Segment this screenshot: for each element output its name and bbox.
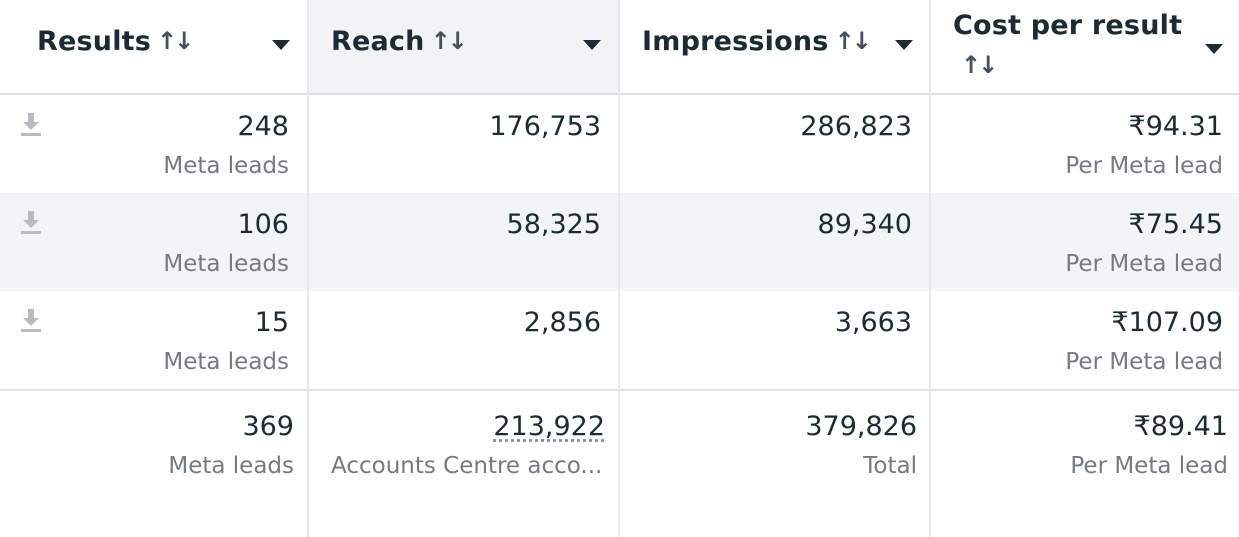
cost-subtext: Per Meta lead — [1065, 153, 1223, 179]
cost-subtext: Per Meta lead — [1065, 349, 1223, 375]
column-header-reach[interactable]: Reach ↑↓ — [308, 0, 619, 93]
results-subtext: Meta leads — [163, 251, 289, 277]
cost-value: ₹75.45 — [1128, 209, 1223, 240]
column-header-results[interactable]: Results ↑↓ — [0, 0, 308, 93]
download-icon[interactable] — [20, 209, 42, 235]
reach-value: 176,753 — [489, 111, 601, 142]
column-header-cost-per-result[interactable]: Cost per result ↑↓ — [930, 0, 1239, 93]
column-label: Results — [37, 26, 152, 57]
column-label: Reach — [331, 26, 425, 57]
table-row[interactable]: 15 Meta leads 2,856 3,663 ₹107.09 Per Me… — [0, 291, 1239, 389]
total-impressions-subtext: Total — [863, 453, 917, 479]
cost-value: ₹94.31 — [1128, 111, 1223, 142]
results-value: 248 — [237, 111, 289, 142]
sort-arrows-icon[interactable]: ↑↓ — [157, 27, 194, 55]
total-cost-subtext: Per Meta lead — [1070, 453, 1228, 479]
results-subtext: Meta leads — [163, 349, 289, 375]
sort-arrows-icon[interactable]: ↑↓ — [430, 27, 468, 55]
sort-arrows-icon[interactable]: ↑↓ — [961, 51, 998, 79]
cost-subtext: Per Meta lead — [1065, 251, 1223, 277]
download-icon[interactable] — [20, 307, 42, 333]
total-impressions-value: 379,826 — [805, 411, 917, 442]
sort-arrows-icon[interactable]: ↑↓ — [834, 27, 872, 55]
column-header-impressions[interactable]: Impressions ↑↓ — [619, 0, 930, 93]
reach-value: 58,325 — [506, 209, 601, 240]
total-results-subtext: Meta leads — [168, 453, 294, 479]
column-label: Cost per result — [953, 10, 1183, 41]
impressions-value: 3,663 — [834, 307, 912, 338]
impressions-value: 286,823 — [800, 111, 912, 142]
total-results-value: 369 — [242, 411, 294, 442]
column-divider — [618, 0, 620, 537]
column-label: Impressions — [642, 26, 829, 57]
total-reach-subtext: Accounts Centre acco... — [331, 453, 603, 479]
chevron-down-icon[interactable] — [1205, 44, 1223, 54]
impressions-value: 89,340 — [817, 209, 912, 240]
column-divider — [929, 0, 931, 537]
results-subtext: Meta leads — [163, 153, 289, 179]
results-value: 15 — [254, 307, 289, 338]
reach-value: 2,856 — [523, 307, 601, 338]
table-row[interactable]: 248 Meta leads 176,753 286,823 ₹94.31 Pe… — [0, 95, 1239, 193]
chevron-down-icon[interactable] — [272, 40, 290, 50]
chevron-down-icon[interactable] — [583, 40, 601, 50]
total-reach-value[interactable]: 213,922 — [493, 411, 605, 442]
column-divider — [307, 0, 309, 537]
total-cost-value: ₹89.41 — [1133, 411, 1228, 442]
download-icon[interactable] — [20, 111, 42, 137]
cost-value: ₹107.09 — [1111, 307, 1223, 338]
table-header: Results ↑↓ Reach ↑↓ Impressions ↑↓ Cost per… — [0, 0, 1239, 95]
results-value: 106 — [237, 209, 289, 240]
chevron-down-icon[interactable] — [895, 40, 913, 50]
